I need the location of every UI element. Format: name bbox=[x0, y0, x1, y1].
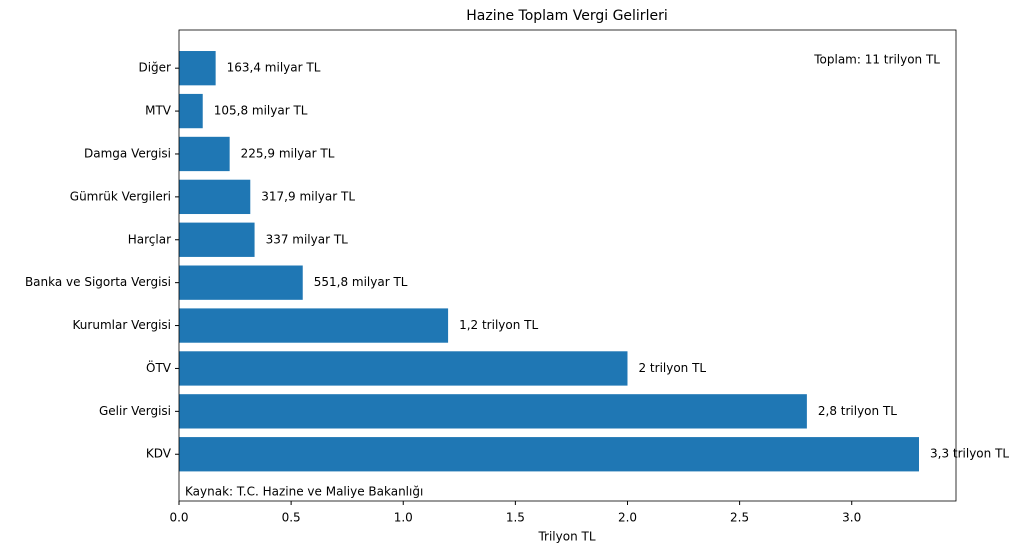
y-tick-label: Banka ve Sigorta Vergisi bbox=[25, 275, 171, 289]
x-tick-label: 2.0 bbox=[618, 511, 637, 525]
bar bbox=[179, 394, 807, 429]
bar bbox=[179, 351, 628, 386]
chart-title: Hazine Toplam Vergi Gelirleri bbox=[466, 8, 667, 24]
data-label: 163,4 milyar TL bbox=[227, 61, 321, 75]
bar bbox=[179, 51, 216, 86]
y-tick-label: Gümrük Vergileri bbox=[70, 189, 171, 203]
y-tick-label: MTV bbox=[145, 104, 172, 118]
bar bbox=[179, 136, 230, 172]
x-tick-label: 0.5 bbox=[282, 511, 301, 525]
plot-frame bbox=[178, 29, 957, 502]
y-tick-label: KDV bbox=[146, 447, 172, 461]
bar bbox=[179, 437, 919, 472]
bar bbox=[179, 308, 449, 343]
bar bbox=[179, 265, 303, 300]
data-label: 551,8 milyar TL bbox=[314, 275, 408, 289]
data-label: 1,2 trilyon TL bbox=[459, 318, 538, 332]
x-tick-label: 1.5 bbox=[506, 511, 525, 525]
data-label: 3,3 trilyon TL bbox=[930, 447, 1009, 461]
y-tick-label: Damga Vergisi bbox=[84, 146, 171, 160]
data-label: 337 milyar TL bbox=[266, 232, 349, 246]
x-tick-label: 1.0 bbox=[394, 511, 413, 525]
y-tick-label: Kurumlar Vergisi bbox=[73, 318, 171, 332]
y-tick-label: Diğer bbox=[138, 61, 171, 75]
bar bbox=[179, 222, 255, 257]
annotation: Kaynak: T.C. Hazine ve Maliye Bakanlığı bbox=[185, 485, 423, 499]
y-tick-label: Gelir Vergisi bbox=[99, 404, 171, 418]
annotation: Toplam: 11 trilyon TL bbox=[813, 53, 940, 67]
x-tick-label: 2.5 bbox=[730, 511, 749, 525]
data-label: 105,8 milyar TL bbox=[214, 104, 308, 118]
bar bbox=[179, 179, 251, 215]
data-label: 2 trilyon TL bbox=[638, 361, 706, 375]
bar bbox=[179, 93, 203, 129]
x-tick-label: 3.0 bbox=[842, 511, 861, 525]
data-label: 317,9 milyar TL bbox=[261, 189, 355, 203]
y-tick-label: Harçlar bbox=[128, 232, 171, 246]
data-label: 2,8 trilyon TL bbox=[818, 404, 897, 418]
y-tick-label: ÖTV bbox=[146, 359, 172, 375]
x-axis-label: Trilyon TL bbox=[537, 530, 595, 544]
x-tick-label: 0.0 bbox=[169, 511, 188, 525]
data-label: 225,9 milyar TL bbox=[241, 146, 335, 160]
